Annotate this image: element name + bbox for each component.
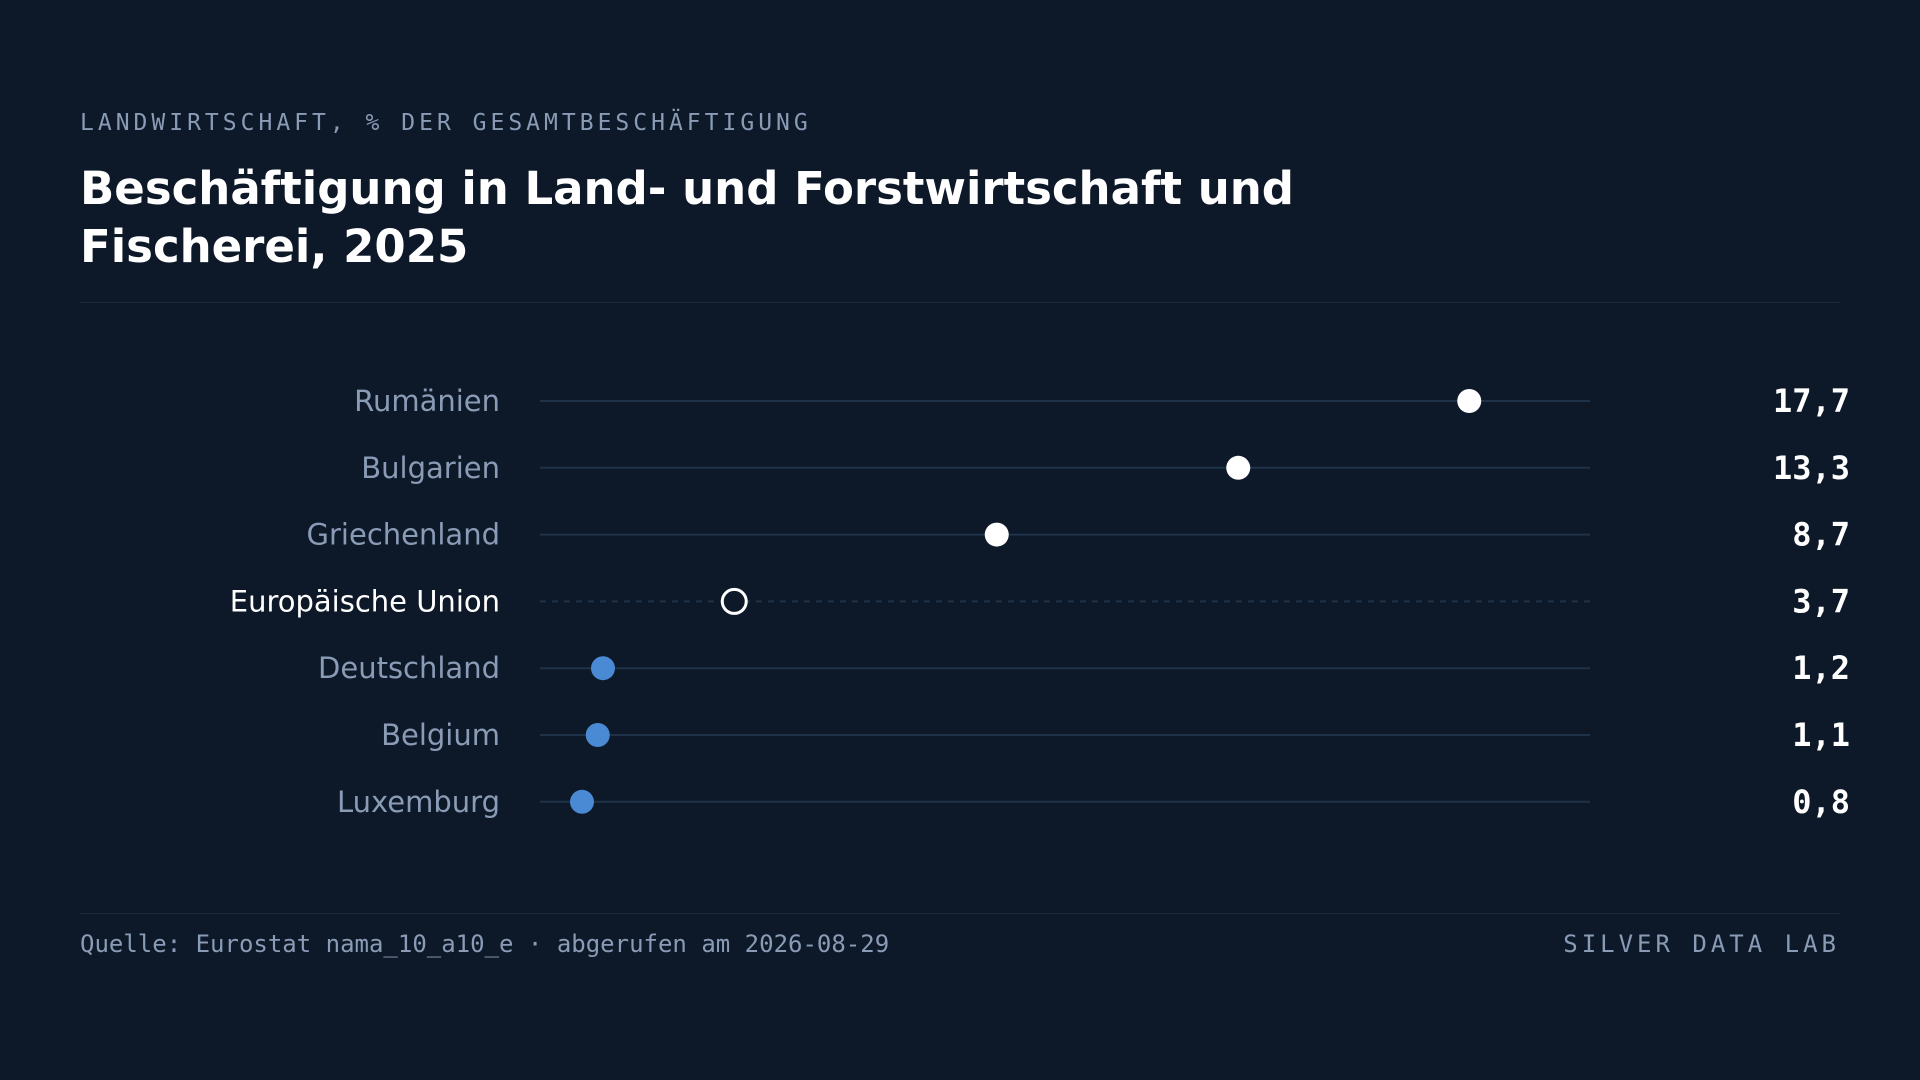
row-label-belgium: Belgium: [381, 718, 500, 752]
dot-griechenland: [984, 522, 1009, 547]
value-label-europäische-union: 3,7: [1792, 582, 1850, 620]
row-label-bulgarien: Bulgarien: [361, 451, 500, 485]
value-label-deutschland: 1,2: [1792, 649, 1850, 687]
value-label-griechenland: 8,7: [1792, 516, 1850, 554]
source-note: Quelle: Eurostat nama_10_a10_e · abgeruf…: [80, 930, 890, 958]
row-label-europäische-union: Europäische Union: [230, 584, 500, 618]
header-divider: [80, 302, 1840, 303]
row-label-rumänien: Rumänien: [354, 384, 500, 418]
dot-rumänien: [1457, 389, 1482, 413]
brand-label: SILVER DATA LAB: [1563, 930, 1840, 958]
chart-kicker: LANDWIRTSCHAFT, % DER GESAMTBESCHÄFTIGUN…: [80, 110, 812, 136]
row-label-griechenland: Griechenland: [307, 518, 500, 552]
footer-divider: [80, 913, 1840, 914]
dot-bulgarien: [1226, 455, 1251, 480]
chart-title: Beschäftigung in Land- und Forstwirtscha…: [80, 162, 1294, 273]
dot-luxemburg: [570, 789, 594, 814]
value-label-belgium: 1,1: [1792, 716, 1850, 754]
value-label-bulgarien: 13,3: [1773, 449, 1850, 487]
dot-belgium: [585, 723, 610, 747]
value-label-rumänien: 17,7: [1773, 382, 1850, 420]
row-label-luxemburg: Luxemburg: [337, 785, 500, 819]
row-label-deutschland: Deutschland: [318, 651, 500, 685]
dot-deutschland: [591, 656, 615, 681]
dot-europäische-union: [720, 587, 748, 615]
value-label-luxemburg: 0,8: [1792, 783, 1850, 821]
